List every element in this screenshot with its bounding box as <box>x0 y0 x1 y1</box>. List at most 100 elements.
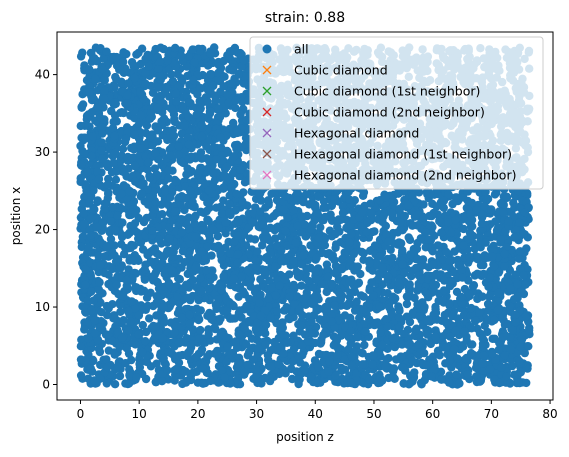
data-point <box>331 371 340 380</box>
data-point <box>211 96 220 105</box>
data-point <box>145 193 154 202</box>
data-point <box>297 259 306 269</box>
data-point <box>394 238 404 247</box>
data-point <box>387 254 396 264</box>
data-point <box>149 321 158 331</box>
data-point <box>166 151 175 160</box>
data-point <box>115 371 125 381</box>
data-point <box>131 209 140 218</box>
data-point <box>263 351 273 360</box>
data-point <box>476 261 486 270</box>
data-point <box>93 167 102 176</box>
data-point <box>219 82 228 91</box>
data-point <box>440 310 449 320</box>
data-point <box>331 243 340 252</box>
data-point <box>164 166 173 175</box>
chart-title: strain: 0.88 <box>265 10 345 26</box>
data-point <box>115 157 125 166</box>
data-point <box>98 289 107 298</box>
data-point <box>141 79 150 88</box>
data-point <box>245 347 254 357</box>
data-point <box>368 351 378 360</box>
data-point <box>428 260 438 270</box>
data-point <box>493 305 503 315</box>
data-point <box>79 219 89 229</box>
data-point <box>144 62 153 71</box>
data-point <box>524 326 534 335</box>
data-point <box>360 340 369 350</box>
data-point <box>523 265 532 274</box>
data-point <box>89 205 98 214</box>
data-point <box>444 218 453 227</box>
data-point <box>242 340 251 349</box>
data-point <box>330 301 339 310</box>
data-point <box>282 303 291 312</box>
data-point <box>104 189 113 199</box>
data-point <box>173 69 182 79</box>
data-point <box>170 117 180 127</box>
data-point <box>183 348 193 357</box>
data-point <box>224 98 233 107</box>
data-point <box>182 334 191 343</box>
data-point <box>111 175 121 184</box>
data-point <box>398 246 407 255</box>
data-point <box>289 205 298 215</box>
data-point <box>330 255 339 265</box>
data-point <box>243 265 253 275</box>
data-point <box>102 242 111 252</box>
data-point <box>195 315 204 324</box>
data-point <box>76 371 86 380</box>
data-point <box>490 190 500 199</box>
data-point <box>483 194 493 204</box>
data-point <box>108 123 118 133</box>
data-point <box>435 351 444 360</box>
data-point <box>117 204 126 213</box>
data-point <box>408 377 417 386</box>
data-point <box>103 180 112 189</box>
data-point <box>245 294 254 304</box>
data-point <box>123 90 132 100</box>
data-point <box>515 247 525 256</box>
data-point <box>496 235 505 244</box>
data-point <box>283 213 292 222</box>
data-point <box>514 254 524 263</box>
data-point <box>152 298 161 307</box>
data-point <box>76 342 86 351</box>
data-point <box>196 325 205 335</box>
data-point <box>116 307 125 316</box>
data-point <box>110 350 120 359</box>
data-point <box>347 361 357 371</box>
data-point <box>277 256 286 265</box>
data-point <box>100 86 110 96</box>
data-point <box>416 275 426 284</box>
data-point <box>425 189 435 198</box>
data-point <box>163 366 172 375</box>
data-point <box>363 218 372 228</box>
data-point <box>183 293 192 302</box>
data-point <box>143 165 152 174</box>
data-point <box>119 316 128 325</box>
data-point <box>143 301 153 311</box>
data-point <box>196 286 206 296</box>
data-point <box>289 256 298 266</box>
data-point <box>405 235 415 245</box>
data-point <box>96 298 105 307</box>
data-point <box>505 379 515 388</box>
data-point <box>195 334 204 343</box>
data-point <box>445 356 455 365</box>
data-point <box>217 209 227 218</box>
data-point <box>206 49 215 58</box>
data-point <box>138 320 147 330</box>
data-point <box>493 223 503 233</box>
data-point <box>493 288 503 298</box>
data-point <box>165 234 174 243</box>
data-point <box>110 380 120 389</box>
data-point <box>316 338 326 347</box>
data-point <box>91 74 100 83</box>
data-point <box>331 229 340 239</box>
data-point <box>78 48 87 57</box>
data-point <box>106 217 116 226</box>
data-point <box>502 192 512 201</box>
data-point <box>503 320 513 329</box>
data-point <box>219 56 228 66</box>
